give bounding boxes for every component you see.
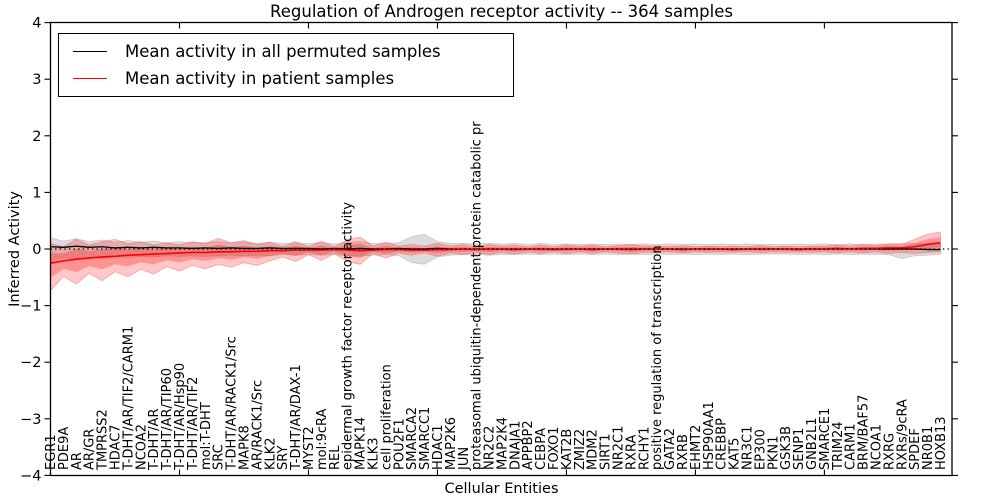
category-label: CREBBP <box>715 418 730 470</box>
category-label: MAP2K6 <box>444 417 459 470</box>
permuted-line-swatch <box>73 51 107 52</box>
legend-entry-permuted: Mean activity in all permuted samples <box>73 39 513 65</box>
category-label: PKN1 <box>766 436 781 470</box>
category-label: GNB2L1 <box>805 417 820 470</box>
y-tick-label: −1 <box>20 299 41 315</box>
category-label: KAT5 <box>728 438 743 470</box>
category-label: SENP1 <box>792 428 807 470</box>
category-label: TRIM24 <box>831 421 846 471</box>
category-label: SPDEF <box>908 428 923 470</box>
category-label: T-DHT/AR/TIF2 <box>186 377 201 471</box>
category-label: cell proliferation <box>379 364 394 470</box>
category-label: SMARCC1 <box>418 407 433 470</box>
legend-label-permuted: Mean activity in all permuted samples <box>125 42 441 61</box>
category-label: T-DHT/AR/DAX-1 <box>289 364 304 471</box>
category-label: SIRT1 <box>599 434 614 470</box>
category-label: RXRA <box>624 435 639 470</box>
category-label: MAPK14 <box>354 417 369 470</box>
category-label: JUN <box>457 447 472 471</box>
category-label: MDM2 <box>586 429 601 470</box>
category-label: EHMT2 <box>689 425 704 470</box>
legend-entry-patient: Mean activity in patient samples <box>73 66 513 92</box>
category-label: EP300 <box>753 429 768 470</box>
category-label: T-DHT/AR/RACK1/Src <box>225 336 240 471</box>
category-label: AR/GR <box>83 429 98 470</box>
category-label: RXRG <box>882 433 897 470</box>
category-label: CEBPA <box>534 428 549 470</box>
category-label: T-DHT/AR/Hsp90 <box>173 363 188 471</box>
category-label: BRM/BAF57 <box>857 395 872 470</box>
patient-line-swatch <box>73 78 107 79</box>
category-label: epidermal growth factor receptor activit… <box>341 202 356 470</box>
category-label: SMARCE1 <box>818 408 833 470</box>
category-label: MYST2 <box>302 426 317 470</box>
category-label: FOXO1 <box>547 427 562 470</box>
category-label: HOXB13 <box>934 416 949 470</box>
category-label: T-DHT/AR/TIP60 <box>160 368 175 471</box>
category-label: MAPK8 <box>237 425 252 470</box>
category-label: AR <box>70 452 85 470</box>
legend-label-patient: Mean activity in patient samples <box>125 69 395 88</box>
y-tick-label: 3 <box>32 72 41 88</box>
patient-band-outer <box>50 231 941 292</box>
y-tick-label: −4 <box>20 468 41 484</box>
category-label: NR3C1 <box>741 426 756 470</box>
category-label: POU2F1 <box>392 418 407 470</box>
category-label: positive regulation of transcription <box>650 245 665 470</box>
y-tick-label: −2 <box>20 355 41 371</box>
category-label: HDAC1 <box>431 424 446 470</box>
category-label: SRC <box>212 444 227 470</box>
category-label: RCHY1 <box>637 427 652 470</box>
category-label: KAT2B <box>560 429 575 470</box>
chart-title: Regulation of Androgen receptor activity… <box>270 2 733 21</box>
category-label: DNAJA1 <box>508 421 523 470</box>
category-label: HSP90AA1 <box>702 401 717 470</box>
category-label: TMPRSS2 <box>96 409 111 471</box>
category-label: proteasomal ubiquitin-dependent protein … <box>470 121 485 470</box>
category-label: GATA2 <box>663 428 678 470</box>
y-tick-label: 2 <box>32 129 41 145</box>
category-label: NR2C2 <box>483 426 498 470</box>
category-label: SMARCA2 <box>405 407 420 470</box>
category-label: NCOA1 <box>870 424 885 470</box>
category-label: NCOA2 <box>134 424 149 470</box>
y-tick-label: 1 <box>32 185 41 201</box>
category-label: SRY <box>276 446 291 470</box>
category-label: APPBP2 <box>521 420 536 470</box>
category-label: AR/RACK1/Src <box>250 380 265 470</box>
category-label: T-DHT/AR/TIF2/CARM1 <box>121 326 136 471</box>
category-label: REL <box>328 445 343 470</box>
category-label: NR2C1 <box>612 426 627 470</box>
category-label: mol:T-DHT <box>199 402 214 470</box>
patient-band-inner <box>50 237 941 278</box>
category-label: mol:9cRA <box>315 408 330 470</box>
y-tick-label: −3 <box>20 412 41 428</box>
legend: Mean activity in all permuted samples Me… <box>58 33 514 97</box>
category-label: PDE9A <box>57 427 72 470</box>
category-label: ZMIZ2 <box>573 429 588 470</box>
category-label: HDAC7 <box>108 424 123 470</box>
category-label: MAP2K4 <box>495 417 510 470</box>
y-tick-label: 0 <box>32 242 41 258</box>
category-label: KLK2 <box>263 437 278 470</box>
category-label: GSK3B <box>779 426 794 470</box>
category-label: T-DHT/AR <box>147 409 162 471</box>
category-label: CARM1 <box>844 424 859 471</box>
x-axis-label: Cellular Entities <box>444 481 559 497</box>
y-axis-label: Inferred Activity <box>7 191 23 307</box>
category-label: KLK3 <box>366 437 381 470</box>
category-label: RXRs/9cRA <box>895 399 910 470</box>
category-label: EGR1 <box>44 434 59 470</box>
y-tick-label: 4 <box>32 16 41 32</box>
category-label: RXRB <box>676 434 691 470</box>
category-label: NR0B1 <box>921 426 936 470</box>
